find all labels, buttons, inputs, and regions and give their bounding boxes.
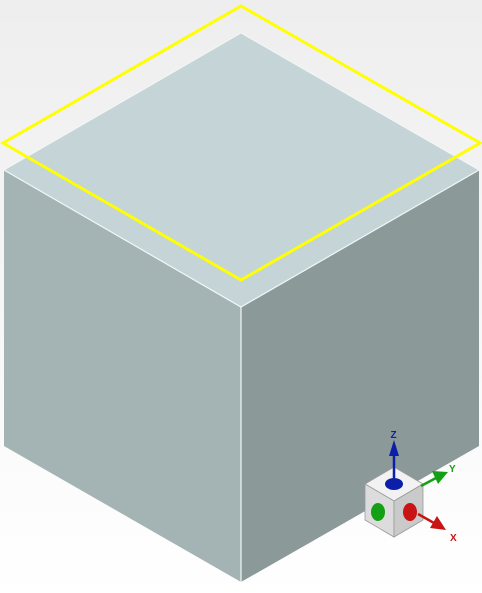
cube-top-edge xyxy=(3,32,480,171)
triad-y-face-dot xyxy=(371,503,385,521)
axis-triad[interactable]: Z Y X xyxy=(364,430,457,544)
triad-z-face-dot xyxy=(385,478,403,490)
x-axis-arrow[interactable] xyxy=(417,512,446,530)
face-selection-highlight xyxy=(0,4,482,282)
y-axis-arrow[interactable] xyxy=(420,471,448,488)
x-axis-label: X xyxy=(450,533,457,544)
z-axis-arrow[interactable] xyxy=(389,440,399,478)
y-axis-label: Y xyxy=(449,464,456,475)
cube-edges xyxy=(3,32,480,582)
z-axis-label: Z xyxy=(391,430,397,441)
triad-x-face-dot xyxy=(403,503,417,521)
cube-model[interactable] xyxy=(3,32,480,582)
